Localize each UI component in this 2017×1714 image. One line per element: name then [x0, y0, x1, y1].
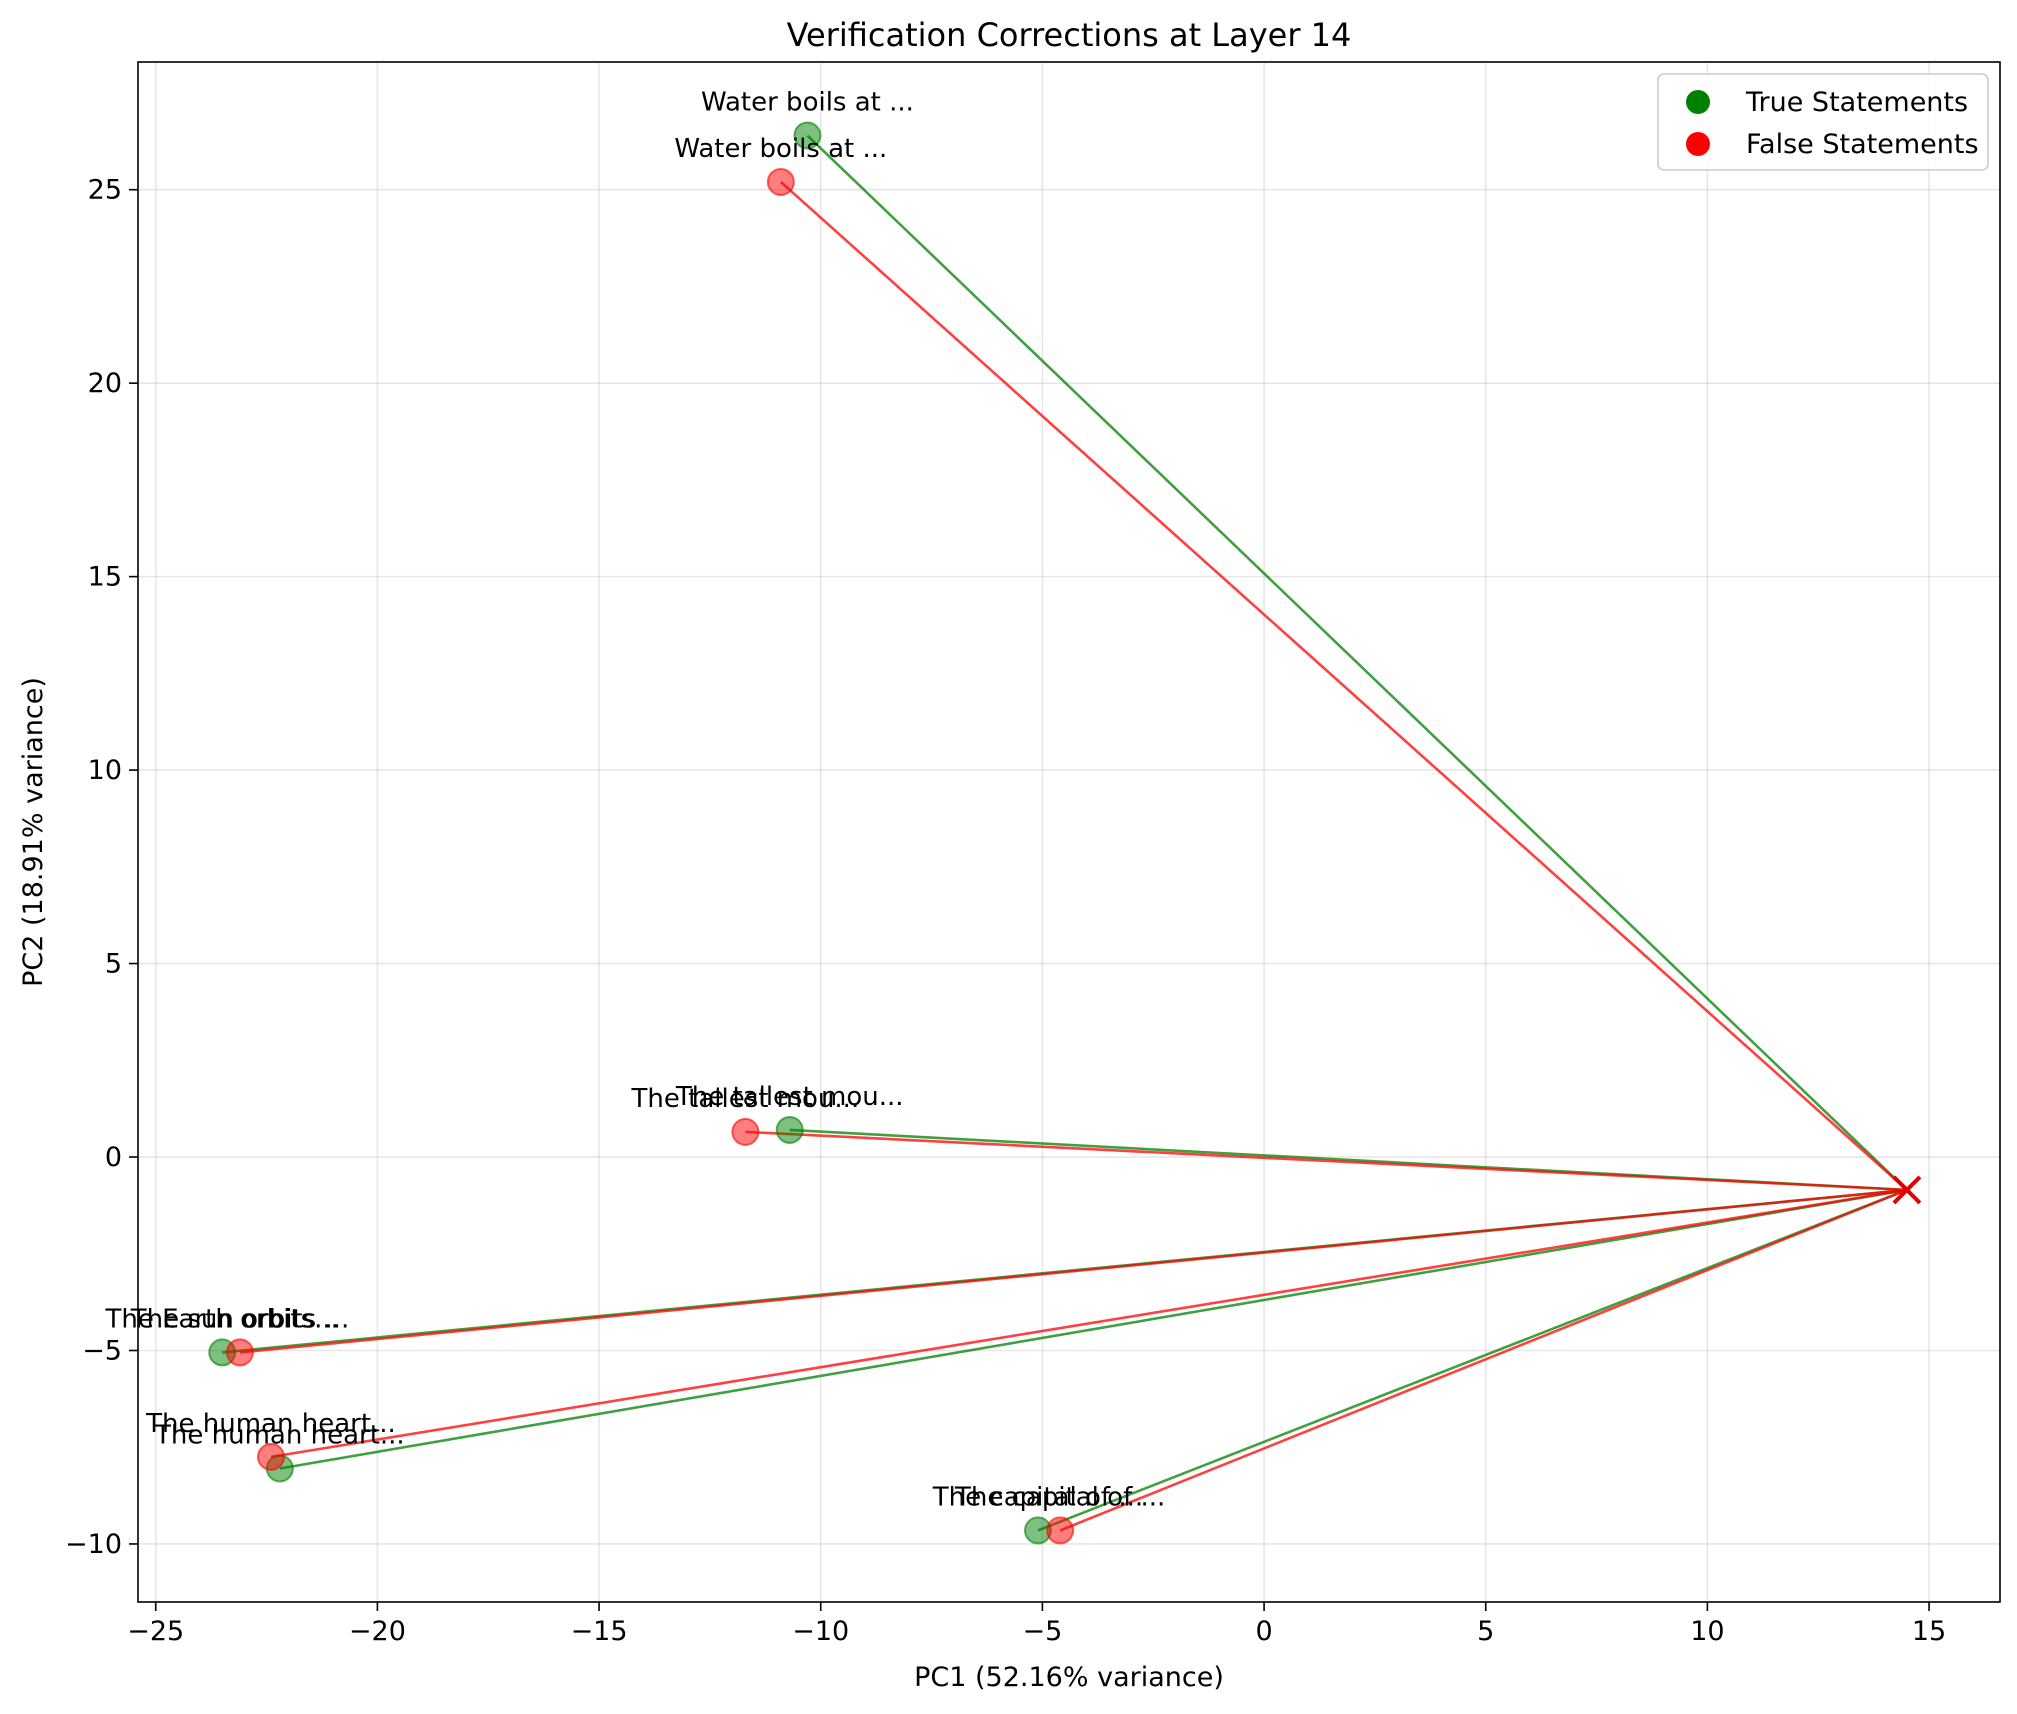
target-marker	[1892, 1175, 1922, 1205]
y-tick-label: 20	[88, 368, 122, 399]
correction-line	[239, 1188, 1908, 1354]
point-label: Water boils at ...	[701, 88, 914, 118]
legend-marker	[1686, 132, 1710, 156]
plot-frame	[137, 61, 2001, 1603]
data-point	[257, 1442, 285, 1471]
data-point	[731, 1117, 760, 1146]
point-label: The capital of ...	[932, 1482, 1143, 1512]
x-tick-label: −15	[571, 1616, 628, 1647]
y-tick-label: 15	[88, 562, 122, 593]
correction-line	[270, 1188, 1908, 1459]
x-tick-label: 5	[1477, 1616, 1494, 1647]
legend-marker	[1686, 90, 1710, 114]
y-tick-label: 0	[105, 1142, 122, 1173]
point-label: The tallest mou...	[675, 1082, 904, 1112]
point-label: The tallest mou...	[631, 1084, 860, 1114]
y-tick-label: 25	[88, 175, 122, 206]
y-tick-label: 5	[105, 949, 122, 980]
data-point	[793, 121, 822, 150]
data-point	[766, 167, 795, 196]
point-label: The human heart...	[154, 1421, 405, 1451]
correction-line	[745, 1130, 1907, 1192]
x-tick-label: −10	[792, 1616, 849, 1647]
x-tick-label: 0	[1255, 1616, 1272, 1647]
x-tick-label: −25	[127, 1616, 184, 1647]
legend-box	[1657, 73, 1989, 171]
correction-line	[779, 180, 1908, 1191]
x-tick-label: −20	[349, 1616, 406, 1647]
axis-ticks: −25 −20 −15 −10 −5 0 5 10 15 −10 −5 0 5 10 15 20 25	[65, 175, 1946, 1647]
data-points	[208, 121, 1075, 1545]
target-x-stroke	[1892, 1175, 1922, 1205]
point-label: The human heart...	[145, 1409, 396, 1439]
point-label: The capital of ...	[954, 1482, 1165, 1512]
data-point	[1046, 1516, 1075, 1545]
grid	[138, 62, 2000, 1602]
connector-lines	[222, 134, 1908, 1532]
y-tick-label: −5	[82, 1335, 122, 1366]
correction-line	[806, 134, 1908, 1191]
x-axis-label: PC1 (52.16% variance)	[914, 1662, 1224, 1693]
y-axis-label: PC2 (18.91% variance)	[18, 677, 49, 987]
legend: True Statements False Statements	[1657, 73, 1989, 171]
point-labels: Water boils at ...The tallest mou...The …	[104, 88, 1165, 1513]
legend-label: False Statements	[1746, 129, 1979, 160]
correction-line	[1059, 1188, 1908, 1532]
data-point	[775, 1115, 804, 1144]
data-point	[225, 1338, 254, 1367]
point-label: Water boils at ...	[674, 134, 887, 164]
y-tick-label: −10	[65, 1529, 122, 1560]
point-label: The Earth orbits...	[104, 1304, 338, 1334]
correction-line	[279, 1188, 1908, 1470]
x-tick-label: −5	[1022, 1616, 1062, 1647]
point-label: The sun orbits ...	[130, 1304, 350, 1334]
chart-title: Verification Corrections at Layer 14	[787, 16, 1352, 54]
legend-label: True Statements	[1745, 87, 1968, 118]
correction-line	[1037, 1188, 1908, 1532]
y-tick-label: 10	[88, 755, 122, 786]
x-tick-label: 15	[1912, 1616, 1946, 1647]
x-tick-label: 10	[1690, 1616, 1724, 1647]
